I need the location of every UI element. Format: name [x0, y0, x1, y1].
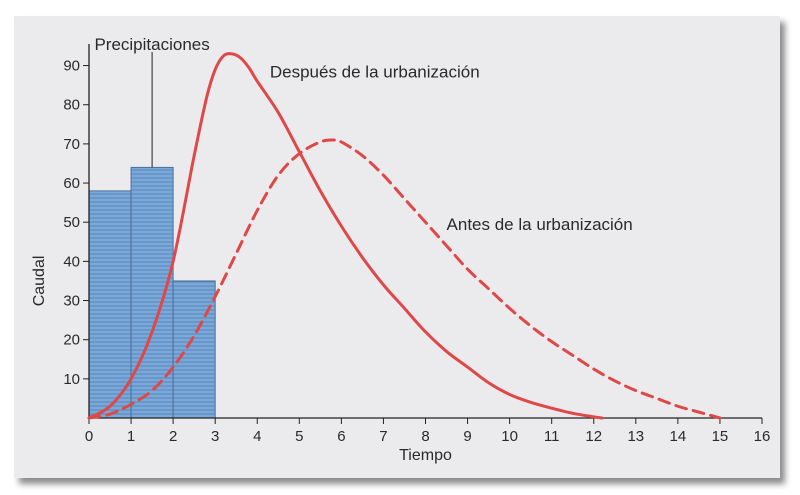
x-tick-label-11: 11 — [544, 428, 560, 445]
y-tick-label-90: 90 — [63, 58, 80, 75]
annotation-antes-urbanizacion: Antes de la urbanización — [447, 215, 633, 234]
x-tick-label-15: 15 — [712, 428, 729, 445]
x-tick-label-4: 4 — [253, 428, 261, 445]
y-tick-label-80: 80 — [63, 97, 80, 114]
x-tick-label-13: 13 — [627, 428, 644, 445]
x-tick-label-7: 7 — [379, 428, 387, 445]
series-line-before-urbanization — [87, 138, 722, 420]
x-tick-label-10: 10 — [501, 428, 518, 445]
series-line-after-urbanization — [87, 52, 604, 420]
x-tick-label-0: 0 — [85, 428, 93, 445]
x-tick-label-8: 8 — [421, 428, 429, 445]
x-tick-label-6: 6 — [337, 428, 345, 445]
annotation-precipitaciones: Precipitaciones — [94, 35, 209, 54]
x-tick-label-14: 14 — [670, 428, 687, 445]
y-tick-label-60: 60 — [63, 175, 80, 192]
x-tick-label-16: 16 — [754, 428, 771, 445]
y-tick-label-40: 40 — [63, 253, 80, 270]
x-tick-label-2: 2 — [169, 428, 177, 445]
hydrograph-chart: 0 1 2 3 4 5 6 7 8 9 10 11 12 13 14 15 161020304050607080… — [31, 35, 771, 464]
annotation-despues-urbanizacion: Después de la urbanización — [270, 62, 480, 81]
chart-frame: 0 1 2 3 4 5 6 7 8 9 10 11 12 13 14 15 16 10 20 30 40 50 60 70 80… — [14, 16, 780, 478]
x-tick-label-5: 5 — [295, 428, 303, 445]
y-axis-title: Caudal — [31, 256, 48, 307]
y-tick-label-20: 20 — [63, 332, 80, 349]
rain-bar-3 — [172, 280, 216, 419]
y-tick-label-10: 10 — [63, 371, 80, 388]
rain-bar-1 — [88, 190, 132, 419]
x-tick-label-12: 12 — [585, 428, 602, 445]
y-tick-label-70: 70 — [63, 136, 80, 153]
y-tick-label-30: 30 — [63, 293, 80, 310]
rain-bar-2 — [130, 166, 174, 419]
x-tick-label-3: 3 — [211, 428, 219, 445]
x-tick-label-1: 1 — [127, 428, 135, 445]
x-tick-label-9: 9 — [463, 428, 471, 445]
y-tick-label-50: 50 — [63, 214, 80, 231]
x-axis-title: Tiempo — [399, 447, 452, 464]
